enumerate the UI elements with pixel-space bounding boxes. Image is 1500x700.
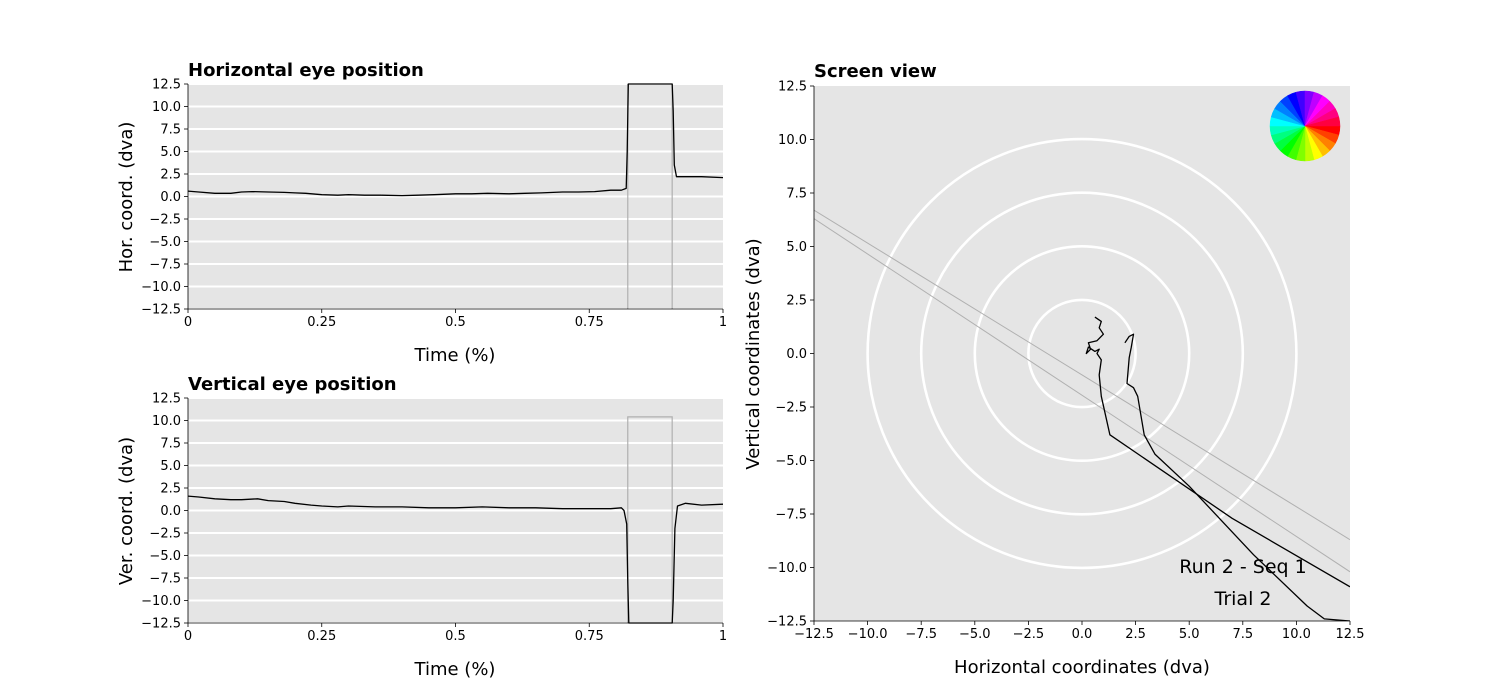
x-tick-label: 0.75 (575, 315, 604, 330)
horizontal-eye-position-panel: Horizontal eye position 0 0.25 0.5 0.75 1 −12… (116, 60, 727, 366)
y-tick-label: −5.0 (149, 235, 181, 250)
y-tick-label: 12.5 (778, 80, 807, 95)
y-tick-label: −5.0 (149, 549, 181, 564)
x-tick-label: 0.5 (445, 629, 466, 644)
annotation-run-seq: Run 2 - Seq 1 (1179, 556, 1306, 578)
y-tick-label: 0.0 (160, 504, 181, 519)
x-tick-label: −2.5 (1013, 627, 1045, 642)
x-tick-label: 0.25 (307, 315, 336, 330)
y-tick-label: 5.0 (160, 145, 181, 160)
x-tick-label: −7.5 (905, 627, 937, 642)
y-tick-label: −7.5 (149, 572, 181, 587)
x-tick-label: −5.0 (959, 627, 991, 642)
y-axis-label: Ver. coord. (dva) (116, 437, 137, 585)
y-tick-label: 2.5 (160, 168, 181, 183)
y-tick-label: 12.5 (152, 78, 181, 93)
y-tick-label: −12.5 (141, 617, 181, 632)
y-tick-label: 10.0 (778, 133, 807, 148)
y-tick-label: −7.5 (775, 508, 807, 523)
y-tick-label: 7.5 (160, 437, 181, 452)
y-tick-label: 10.0 (152, 100, 181, 115)
x-axis-label: Time (%) (414, 659, 496, 680)
x-tick-label: 0.75 (575, 629, 604, 644)
x-tick-label: 0.5 (445, 315, 466, 330)
x-axis-label: Time (%) (414, 345, 496, 366)
y-axis-label: Vertical coordinates (dva) (743, 238, 764, 469)
panel-title: Vertical eye position (188, 374, 397, 395)
y-tick-label: −10.0 (141, 594, 181, 609)
color-wheel (1270, 91, 1340, 161)
y-tick-label: 2.5 (160, 482, 181, 497)
y-tick-label: −12.5 (141, 303, 181, 318)
vertical-eye-position-panel: Vertical eye position 0 0.25 0.5 0.75 1 −12.5… (116, 374, 727, 680)
y-tick-label: −10.0 (141, 280, 181, 295)
y-tick-label: 7.5 (786, 187, 807, 202)
panel-title: Screen view (814, 61, 937, 82)
y-tick-label: 5.0 (160, 459, 181, 474)
y-tick-label: 0.0 (160, 190, 181, 205)
y-tick-label: 5.0 (786, 240, 807, 255)
x-tick-label: 1 (719, 629, 727, 644)
y-tick-label: 0.0 (786, 347, 807, 362)
y-tick-label: 10.0 (152, 414, 181, 429)
x-tick-label: 1 (719, 315, 727, 330)
x-tick-label: 10.0 (1282, 627, 1311, 642)
screen-view-panel: Screen view −12.5 −10.0 −7.5 −5.0 −2.5 0.0 2.5… (743, 61, 1364, 678)
x-axis-label: Horizontal coordinates (dva) (954, 657, 1210, 678)
y-tick-label: −7.5 (149, 258, 181, 273)
x-tick-label: 0 (184, 315, 192, 330)
x-tick-label: 2.5 (1125, 627, 1146, 642)
annotation-trial: Trial 2 (1214, 588, 1272, 610)
y-tick-label: −2.5 (775, 401, 807, 416)
x-tick-label: 5.0 (1179, 627, 1200, 642)
y-tick-label: −12.5 (767, 615, 807, 630)
x-tick-label: 0.25 (307, 629, 336, 644)
y-tick-label: 7.5 (160, 123, 181, 138)
y-tick-label: 2.5 (786, 294, 807, 309)
x-tick-label: −10.0 (848, 627, 888, 642)
x-tick-label: 0 (184, 629, 192, 644)
x-tick-label: 7.5 (1232, 627, 1253, 642)
y-tick-label: 12.5 (152, 392, 181, 407)
y-axis-label: Hor. coord. (dva) (116, 122, 137, 273)
panel-title: Horizontal eye position (188, 60, 424, 81)
y-tick-label: −2.5 (149, 213, 181, 228)
x-tick-label: 12.5 (1336, 627, 1365, 642)
y-tick-label: −5.0 (775, 454, 807, 469)
x-tick-label: 0.0 (1072, 627, 1093, 642)
y-tick-label: −10.0 (767, 561, 807, 576)
y-tick-label: −2.5 (149, 527, 181, 542)
